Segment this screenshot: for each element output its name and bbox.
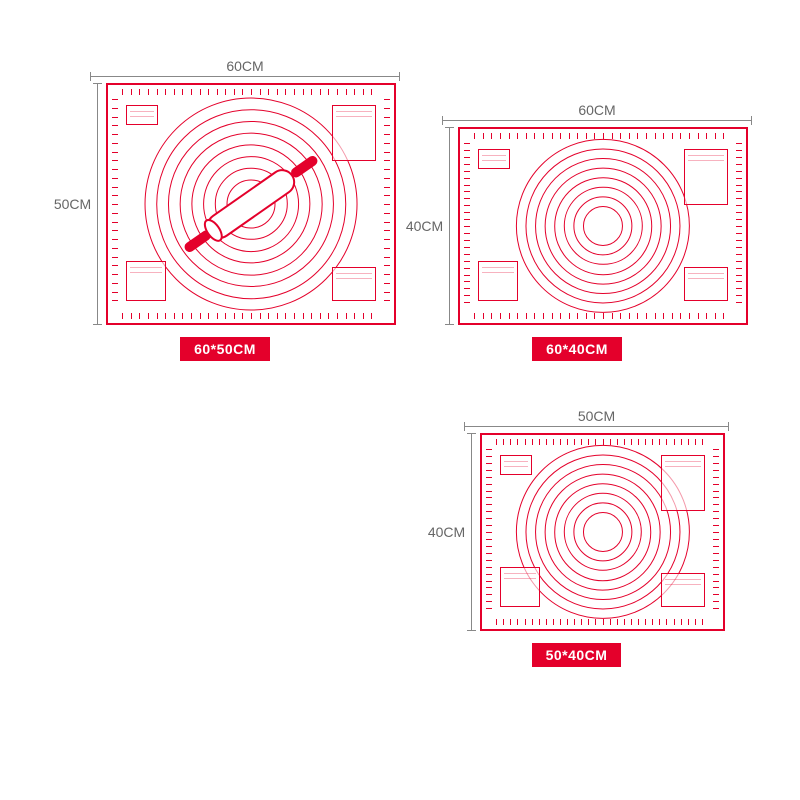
conversion-table [684, 149, 728, 205]
weight-table [500, 567, 540, 607]
mat-60x50: 60CM 50CM 60*50CM [50, 58, 400, 361]
height-label: 40CM [428, 524, 465, 540]
width-dimension: 60CM [50, 58, 400, 77]
size-badge: 60*50CM [180, 337, 270, 361]
conversion-table [661, 455, 705, 511]
pie-guide [661, 573, 705, 607]
height-dimension: 40CM [428, 433, 472, 631]
width-dimension: 60CM [402, 102, 752, 121]
height-dimension: 40CM [406, 127, 450, 325]
width-label: 50CM [578, 408, 615, 424]
height-dimension: 50CM [54, 83, 98, 325]
height-label: 40CM [406, 218, 443, 234]
rolling-pin-icon [151, 104, 351, 304]
size-badge: 50*40CM [532, 643, 622, 667]
chart-icon [500, 455, 532, 475]
width-label: 60CM [226, 58, 263, 74]
pie-guide [684, 267, 728, 301]
chart-icon [478, 149, 510, 169]
baking-mat [480, 433, 725, 631]
baking-mat [106, 83, 396, 325]
height-label: 50CM [54, 196, 91, 212]
width-dimension: 50CM [424, 408, 729, 427]
mat-50x40: 50CM 40CM 50*40CM [424, 408, 729, 667]
mat-60x40: 60CM 40CM 60*40CM [402, 102, 752, 361]
size-badge: 60*40CM [532, 337, 622, 361]
weight-table [478, 261, 518, 301]
baking-mat [458, 127, 748, 325]
width-label: 60CM [578, 102, 615, 118]
